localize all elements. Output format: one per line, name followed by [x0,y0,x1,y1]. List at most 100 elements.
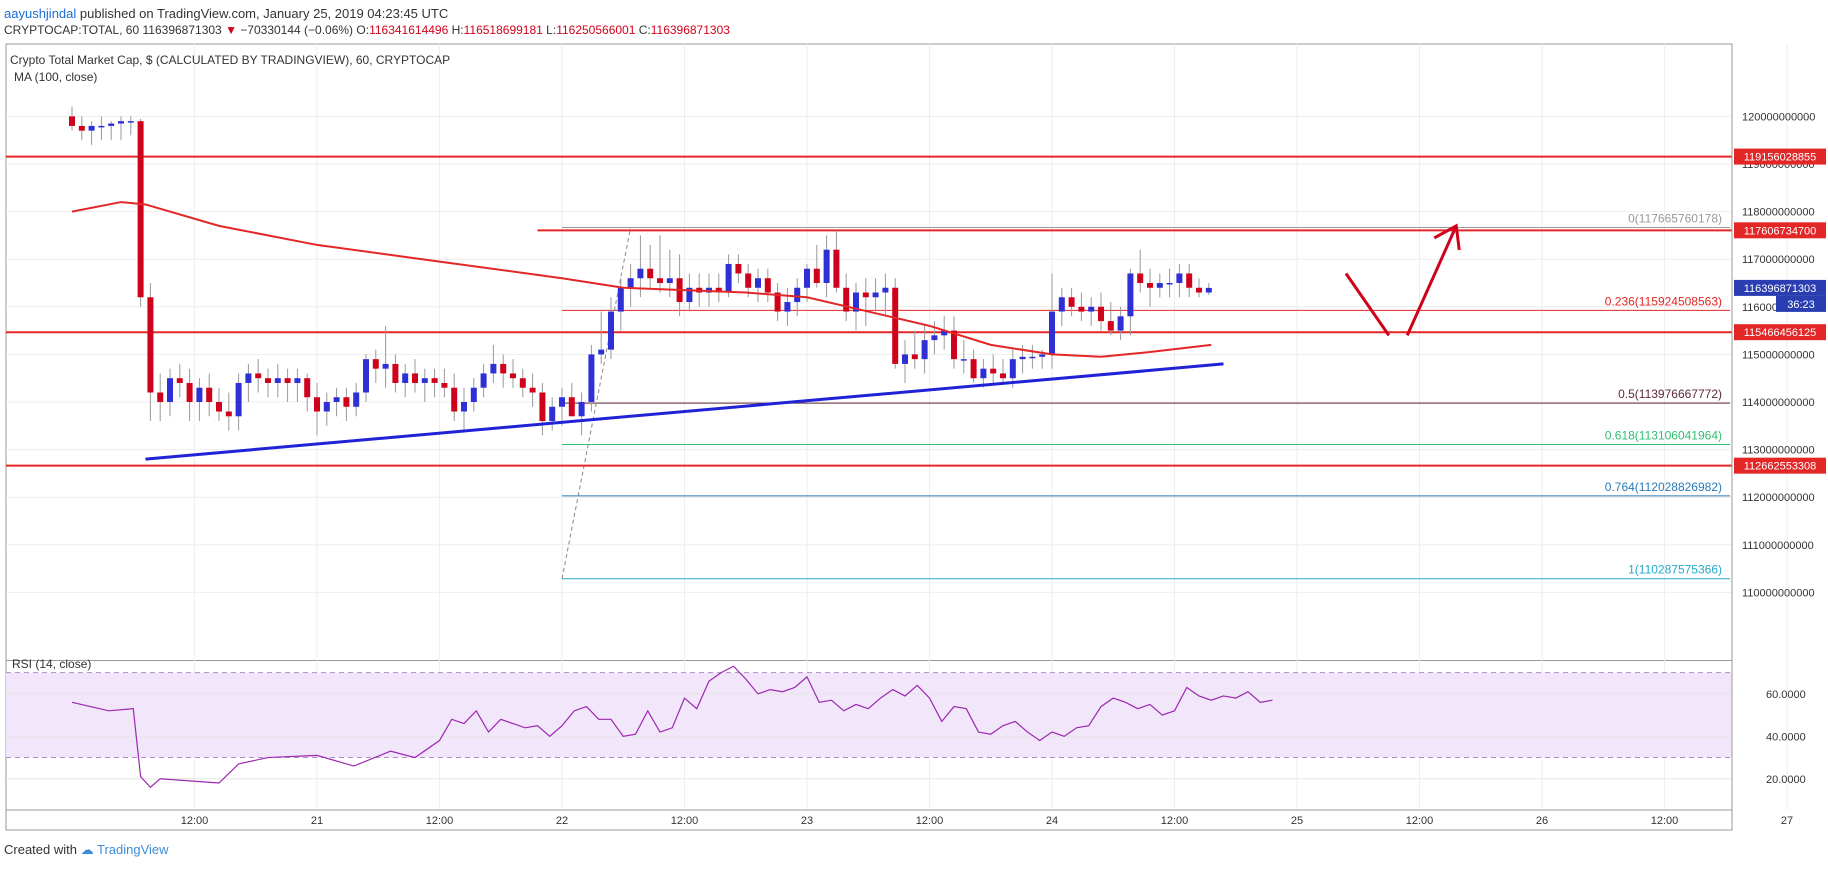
author-link[interactable]: aayushjindal [4,6,77,21]
candle-down [392,363,399,383]
candle-down [657,278,663,283]
fib-level-label: 0.764(112028826982) [1605,480,1722,494]
candle-up [353,392,360,407]
support-trendline [145,362,1224,461]
candle-up [1039,354,1046,357]
candle-up [823,249,830,283]
candle-down [206,387,213,402]
time-tick-label: 21 [311,815,323,827]
time-tick-label: 25 [1291,815,1303,827]
candle-up [1029,356,1036,359]
last-price: 116396871303 [142,23,222,37]
candle-up [490,363,497,374]
candle-up [88,125,95,131]
candle-up [931,335,938,341]
candle-down [412,373,418,383]
candle-up [323,402,330,412]
candle-down [255,373,262,379]
horizontal-levels[interactable] [6,155,1732,467]
level-price-tag-text: 117606734700 [1744,225,1817,237]
candle-up [1117,316,1124,331]
candle-down [69,116,75,126]
candle-down [1068,297,1075,307]
created-with-text: Created with [4,842,77,857]
candle-down [137,121,144,298]
candle-up [578,402,585,417]
candle-up [127,121,134,123]
candle-up [755,278,761,288]
candle-up [480,373,487,388]
price-tick-label: 115000000000 [1742,349,1815,361]
published-text: published on TradingView.com, January 25… [79,6,449,21]
rsi-line [71,665,1273,789]
fib-level-label: 0.5(113976667772) [1618,387,1722,401]
low-value: 116250566001 [556,23,636,37]
price-tick-label: 113000000000 [1742,445,1815,457]
candle-up [402,373,409,383]
time-tick-label: 12:00 [916,815,944,827]
candle-up [1058,297,1065,312]
candle-up [627,278,634,288]
countdown-tag [1776,295,1826,312]
tradingview-logo-icon: ☁ [80,842,94,857]
fib-retracement[interactable]: 0(117665760178) 0.236(115924508563) 0.5(11… [561,212,1730,580]
candle-up [118,121,124,124]
candle-up [559,397,565,407]
time-tick-label: 23 [801,815,813,827]
candle-up [333,397,340,402]
candle-up [980,368,987,379]
candle-down [225,411,232,417]
candle-down [568,397,575,417]
price-change: −70330144 (−0.06%) [240,23,354,37]
time-tick-label: 12:00 [181,815,209,827]
candle-up [794,287,801,303]
price-labels: 119156028855 117606734700 115466456125 1126… [1734,148,1826,474]
candle-up [853,292,859,312]
candle-down [1078,306,1085,312]
red-arrow-up-head-icon [1433,223,1461,251]
price-tick-label: 112000000000 [1742,492,1815,504]
fib-level-label: 0(117665760178) [1628,212,1722,226]
candle-down [1147,283,1153,288]
candle-down [1137,273,1144,283]
last-price-tag-text: 116396871303 [1744,283,1817,295]
annotations[interactable] [1344,223,1461,337]
candle-up [421,378,428,383]
symbol[interactable]: CRYPTOCAP:TOTAL, 60 [4,23,140,37]
trendline[interactable] [145,362,1224,461]
last-price-tag [1734,279,1826,296]
time-tick-label: 24 [1046,815,1058,827]
chart-canvas[interactable]: 0(117665760178) 0.236(115924508563) 0.5(11… [0,0,1828,840]
price-tick-label: 117000000000 [1742,254,1815,266]
candle-down [735,263,742,274]
open-label: O: [356,23,370,37]
candle-down [441,382,448,388]
level-price-tag [1734,148,1826,165]
level-price-tag-text: 115466456125 [1744,327,1817,339]
time-tick-label: 27 [1781,815,1793,827]
candle-down [843,287,850,312]
rsi-band [6,672,1732,758]
candle-up [98,125,105,128]
candle-up [617,287,624,312]
candles [69,106,1212,436]
rsi-tick-label: 20.0000 [1766,774,1806,786]
tradingview-brand[interactable]: TradingView [97,842,169,857]
fib-level-label: 0.618(113106041964) [1605,429,1722,443]
level-price-tag [1734,457,1826,474]
candle-down [431,378,438,383]
candle-up [598,349,605,355]
candle-down [314,397,320,412]
candle-up [1019,356,1026,360]
candle-up [1009,359,1016,379]
candle-up [882,287,889,293]
chart-header: aayushjindal published on TradingView.co… [4,4,448,24]
candle-up [784,302,791,312]
candle-down [813,268,820,283]
candle-down [451,387,458,412]
candle-down [990,368,997,374]
time-tick-label: 12:00 [1651,815,1679,827]
time-tick-label: 12:00 [671,815,699,827]
moving-average [71,201,1212,358]
candle-down [304,378,311,398]
